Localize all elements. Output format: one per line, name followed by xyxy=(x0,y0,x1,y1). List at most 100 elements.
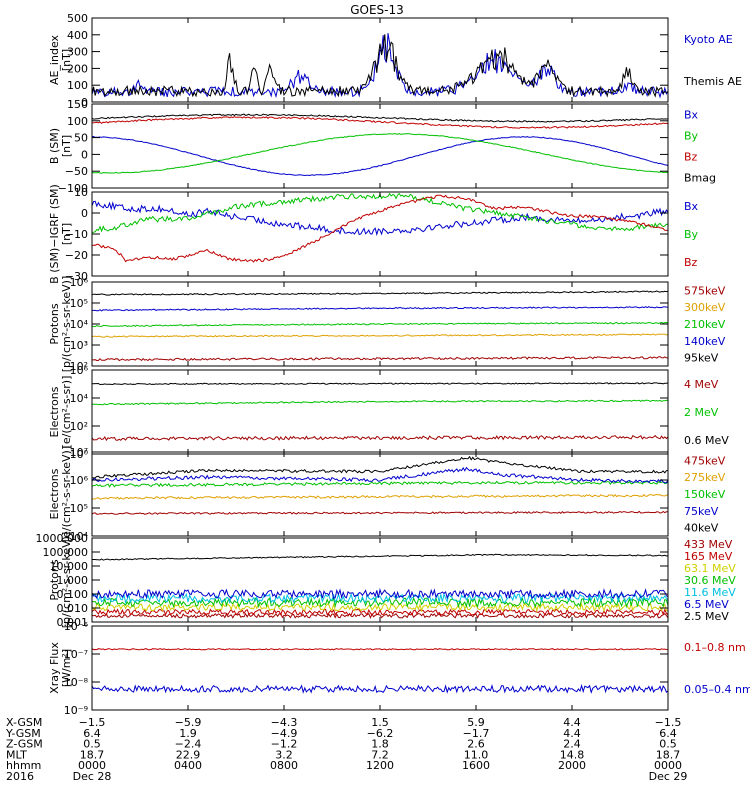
series-protons-mev-11-6-mev xyxy=(91,592,669,604)
time-cell: 5.9 xyxy=(467,716,485,729)
y-tick-label: 10⁴ xyxy=(70,392,89,405)
y-axis-label: Xray Flux xyxy=(48,642,61,694)
time-cell: 0000 xyxy=(654,759,682,772)
legend-433-mev: 433 MeV xyxy=(684,538,733,551)
y-axis-label: [e/(cm²-s-sr-keV)] xyxy=(60,446,73,542)
time-cell: −6.2 xyxy=(367,727,394,740)
time-cell: 6.4 xyxy=(83,727,101,740)
series-xray-0-1-0-8-nm xyxy=(91,648,669,651)
y-tick-label: 300 xyxy=(67,46,88,59)
y-tick-label: 0 xyxy=(81,207,88,220)
time-row-label-hhmm: hhmm xyxy=(6,759,41,772)
y-tick-label: 10⁻⁸ xyxy=(64,676,89,689)
time-cell: 0400 xyxy=(174,759,202,772)
legend-475kev: 475keV xyxy=(684,454,726,467)
y-axis-label: [nT] xyxy=(60,49,73,71)
series-xray-0-05-0-4-nm xyxy=(91,683,669,694)
y-tick-label: 500 xyxy=(67,12,88,25)
panel-frame xyxy=(91,191,669,277)
legend-0-6-mev: 0.6 MeV xyxy=(684,434,729,447)
time-cell: 22.9 xyxy=(176,748,201,761)
time-cell: 11.0 xyxy=(464,748,489,761)
y-axis-label: [nT] xyxy=(60,223,73,245)
series-bsm-bz xyxy=(91,116,669,129)
time-cell: −4.3 xyxy=(271,716,298,729)
y-tick-label: 1000.000 xyxy=(36,532,89,545)
time-cell: 2.6 xyxy=(467,738,485,751)
legend-150kev: 150keV xyxy=(684,488,726,501)
y-tick-label: 10⁴ xyxy=(70,318,89,331)
y-axis-label: [W/m²] xyxy=(60,649,73,687)
panel-electrons-mev: 10⁰ 10² 10⁴ 10⁶ Electrons [e/(cm²-s-sr)] 4 MeV… xyxy=(48,364,729,461)
legend-30-6-mev: 30.6 MeV xyxy=(684,574,736,587)
time-cell: −1.5 xyxy=(79,716,106,729)
panel-ae: 0 100 200 300 400 500 AE_index [nT] Kyoto AE Them… xyxy=(48,12,742,109)
time-cell: 18.7 xyxy=(80,748,105,761)
y-tick-label: 10⁷ xyxy=(70,446,88,459)
y-tick-label: 0.100 xyxy=(57,588,89,601)
series-ae-kyoto-ae xyxy=(91,33,669,99)
legend-40kev: 40keV xyxy=(684,522,719,535)
series-electrons-kev-475kev xyxy=(91,510,668,515)
series-electrons-kev-40kev xyxy=(92,455,669,479)
y-axis-label: B (SM)−IGRF (SM) xyxy=(48,184,61,284)
series-protons-210kev xyxy=(91,321,669,328)
time-cell: 1600 xyxy=(462,759,490,772)
time-cell: 0800 xyxy=(270,759,298,772)
legend-165-mev: 165 MeV xyxy=(684,550,733,563)
y-tick-label: −20 xyxy=(65,249,88,262)
time-axis: X-GSM −1.5 −5.9 −4.3 1.5 5.9 4.4 −1.5 Y-GSM 6.4 1.… xyxy=(5,716,687,783)
legend-63-1-mev: 63.1 MeV xyxy=(684,562,736,575)
y-tick-label: 100 xyxy=(67,115,88,128)
y-axis-label: [p/(cm²-s-sr-keV)] xyxy=(60,276,73,373)
panel-protons: 10² 10³ 10⁴ 10⁵ 10⁶ Protons [p/(cm²-s-sr-keV)]… xyxy=(48,276,726,373)
series-protons-575kev xyxy=(92,356,669,362)
legend-140kev: 140keV xyxy=(684,335,726,348)
time-cell: 18.7 xyxy=(656,748,681,761)
legend-0-1-0-8-nm: 0.1–0.8 nm xyxy=(684,641,746,654)
series-electrons-mev-0-6-mev xyxy=(91,382,669,386)
y-axis-label: [p/(cm²-s-sr-keV)] xyxy=(60,532,73,629)
time-cell: −1.7 xyxy=(463,727,490,740)
panel-frame xyxy=(91,451,669,537)
legend-by: By xyxy=(684,228,699,241)
y-tick-label: 10⁴ xyxy=(70,530,89,543)
y-axis-label: [e/(cm²-s-sr)] xyxy=(60,376,73,449)
legend-300kev: 300keV xyxy=(684,301,726,314)
time-cell: Dec 28 xyxy=(73,770,112,783)
legend-0-05-0-4-nm: 0.05–0.4 nm xyxy=(684,683,750,696)
time-cell: 1.9 xyxy=(179,727,197,740)
y-axis-label: Electrons xyxy=(48,468,61,519)
series-bigrf-bz xyxy=(91,194,669,263)
series-electrons-mev-4-mev xyxy=(91,434,669,442)
y-tick-label: 100.000 xyxy=(43,546,89,559)
series-protons-mev-6-5-mev xyxy=(91,587,669,600)
series-electrons-kev-150kev xyxy=(91,480,669,488)
panel-protons-mev: 0.0010.0100.1001.00010.000100.0001000.00… xyxy=(36,532,737,629)
time-cell: −1.5 xyxy=(655,716,682,729)
series-protons-mev-165-mev xyxy=(91,608,669,617)
y-tick-label: 10.000 xyxy=(50,560,89,573)
time-cell: 4.4 xyxy=(563,716,581,729)
y-tick-label: 10⁻⁹ xyxy=(64,704,88,717)
series-electrons-mev-2-mev xyxy=(91,399,669,406)
time-cell: 4.4 xyxy=(563,727,581,740)
y-tick-label: −30 xyxy=(65,270,88,283)
y-tick-label: 10⁵ xyxy=(70,502,88,515)
time-cell: 7.2 xyxy=(371,748,389,761)
y-tick-label: −10 xyxy=(65,228,88,241)
time-cell: 2000 xyxy=(558,759,586,772)
legend-bmag: Bmag xyxy=(684,172,716,185)
y-axis-label: Protons xyxy=(48,303,61,344)
legend-kyoto-ae: Kyoto AE xyxy=(684,33,733,46)
y-tick-label: 1.000 xyxy=(57,574,89,587)
y-tick-label: 10⁶ xyxy=(70,364,89,377)
y-tick-label: 10⁻⁷ xyxy=(64,648,88,661)
legend-4-mev: 4 MeV xyxy=(684,378,719,391)
time-cell: −2.4 xyxy=(175,738,202,751)
y-tick-label: 10² xyxy=(70,360,88,373)
series-bigrf-by xyxy=(91,192,669,233)
y-tick-label: −100 xyxy=(58,182,88,195)
series-protons-mev-63-1-mev xyxy=(91,601,669,613)
